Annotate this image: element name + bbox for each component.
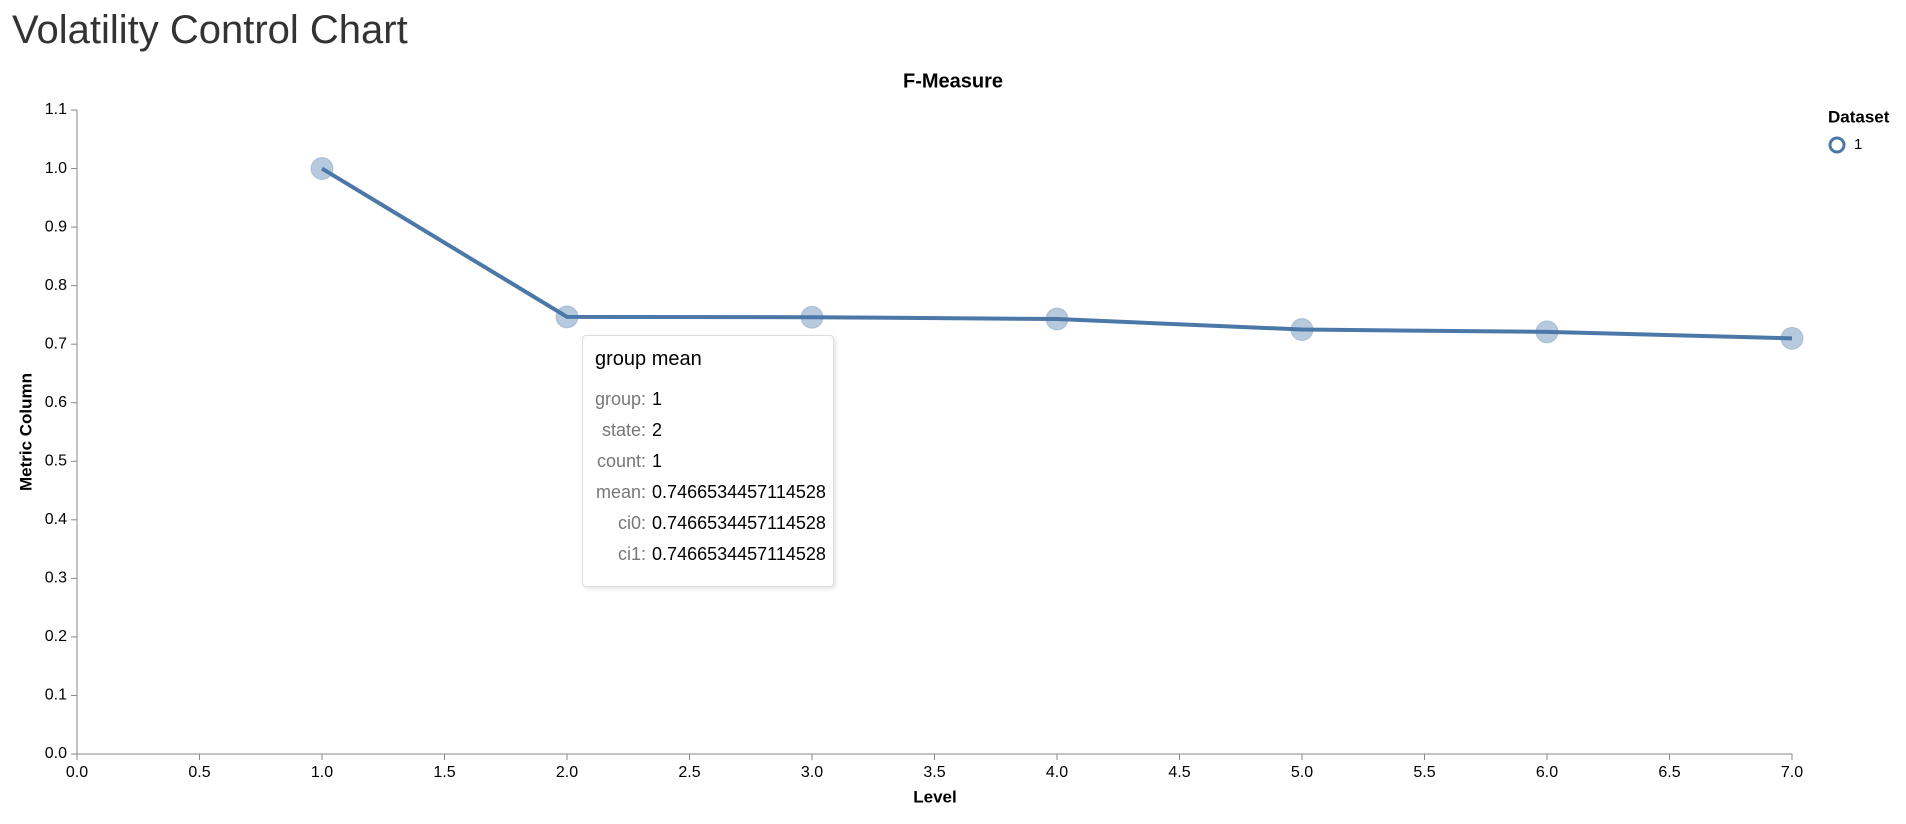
- y-axis-label: Metric Column: [16, 373, 35, 491]
- tooltip-value: 0.7466534457114528: [652, 513, 826, 533]
- tooltip-key: ci0:: [618, 513, 647, 533]
- y-tick-label: 0.8: [45, 277, 67, 294]
- x-axis-label: Level: [913, 787, 956, 806]
- data-point: [310, 157, 334, 181]
- y-tick-label: 0.5: [45, 452, 67, 469]
- tooltip-key: ci1:: [618, 544, 647, 564]
- tooltip-row: mean: 0.7466534457114528: [595, 482, 826, 513]
- data-point: [1780, 326, 1804, 350]
- legend-label: 1: [1854, 136, 1862, 153]
- x-tick-label: 6.0: [1536, 764, 1558, 781]
- x-tick-label: 6.5: [1658, 764, 1680, 781]
- tooltip-row: ci1: 0.7466534457114528: [595, 544, 826, 575]
- y-tick-label: 0.9: [45, 218, 67, 235]
- y-tick-label: 1.0: [45, 160, 67, 177]
- tooltip-key: mean:: [596, 482, 647, 502]
- tooltip-row: ci0: 0.7466534457114528: [595, 513, 826, 544]
- x-tick-label: 2.5: [678, 764, 700, 781]
- x-tick-label: 1.5: [433, 764, 455, 781]
- y-tick-label: 0.4: [45, 511, 67, 528]
- series-line: [320, 166, 1793, 341]
- data-point: [1535, 320, 1559, 344]
- x-tick-label: 0.0: [66, 764, 88, 781]
- tooltip-row: count: 1: [595, 451, 826, 482]
- x-tick-label: 2.0: [556, 764, 578, 781]
- y-tick-label: 0.6: [45, 394, 67, 411]
- x-tick-label: 7.0: [1781, 764, 1803, 781]
- tooltip-row: state: 2: [595, 420, 826, 451]
- x-tick-label: 4.0: [1046, 764, 1068, 781]
- tooltip-value: 1: [652, 451, 663, 471]
- data-point: [800, 305, 824, 329]
- y-tick-label: 1.1: [45, 101, 67, 118]
- y-tick-label: 0.2: [45, 628, 67, 645]
- tooltip-key: state:: [602, 420, 647, 440]
- legend-symbol: [1828, 136, 1846, 154]
- legend-title: Dataset: [1828, 107, 1890, 126]
- tooltip-value: 2: [652, 420, 663, 440]
- chart-title: F-Measure: [903, 70, 1003, 92]
- tooltip-value: 0.7466534457114528: [652, 544, 826, 564]
- y-tick-label: 0.1: [45, 687, 67, 704]
- tooltip-key: count:: [597, 451, 647, 471]
- x-tick-label: 3.5: [923, 764, 945, 781]
- tooltip-title: group mean: [595, 348, 702, 370]
- x-tick-label: 4.5: [1168, 764, 1190, 781]
- data-point: [1045, 307, 1069, 331]
- x-tick-label: 5.5: [1413, 764, 1435, 781]
- x-tick-label: 0.5: [188, 764, 210, 781]
- y-tick-label: 0.7: [45, 335, 67, 352]
- data-point: [555, 305, 579, 329]
- tooltip: group mean group: 1 state: 2 count: 1 mean: 0.7…: [582, 335, 834, 587]
- page-title: Volatility Control Chart: [12, 8, 408, 52]
- x-tick-label: 1.0: [311, 764, 333, 781]
- tooltip-row: group: 1: [595, 389, 826, 420]
- tooltip-value: 1: [652, 389, 663, 409]
- y-tick-label: 0.3: [45, 570, 67, 587]
- tooltip-value: 0.7466534457114528: [652, 482, 826, 502]
- tooltip-table: group: 1 state: 2 count: 1 mean: 0.746653445711…: [595, 389, 826, 575]
- data-point: [1290, 318, 1314, 342]
- x-tick-label: 5.0: [1291, 764, 1313, 781]
- tooltip-key: group:: [595, 389, 647, 409]
- y-tick-label: 0.0: [45, 745, 67, 762]
- x-tick-label: 3.0: [801, 764, 823, 781]
